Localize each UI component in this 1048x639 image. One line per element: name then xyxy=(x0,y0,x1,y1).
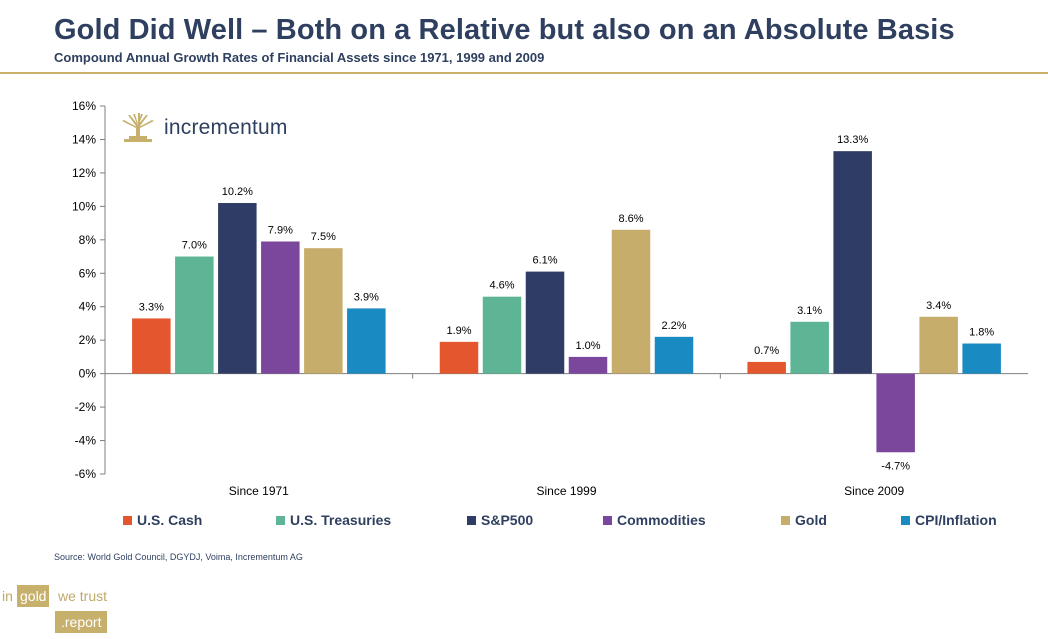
legend-label: U.S. Cash xyxy=(137,512,203,528)
chart-legend: U.S. Cash U.S. Treasuries S&P500 Commoditie… xyxy=(123,512,1023,530)
in-gold-we-trust-logo: in gold we trust .report xyxy=(2,585,132,637)
y-tick-label: 6% xyxy=(79,266,97,280)
bar xyxy=(439,341,479,374)
data-label: 3.4% xyxy=(926,300,951,312)
bar xyxy=(962,343,1001,374)
data-label: 8.6% xyxy=(618,213,643,225)
data-label: 2.2% xyxy=(661,320,686,332)
bar xyxy=(218,203,257,374)
y-tick-label: 10% xyxy=(72,199,96,213)
legend-item: Gold xyxy=(781,512,827,528)
legend-item: CPI/Inflation xyxy=(901,512,997,528)
bar xyxy=(654,336,694,374)
data-label: 6.1% xyxy=(532,255,557,267)
legend-label: U.S. Treasuries xyxy=(290,512,392,528)
data-label: 1.0% xyxy=(575,340,600,352)
logo-word-gold: gold xyxy=(17,585,50,607)
logo-word-we-trust: we trust xyxy=(58,588,108,604)
logo-word-in: in xyxy=(2,588,13,604)
data-label: 3.3% xyxy=(139,301,164,313)
legend-swatch xyxy=(781,515,790,525)
legend-label: Gold xyxy=(795,512,827,528)
bar xyxy=(347,308,386,374)
data-label: 7.5% xyxy=(311,231,336,243)
bar xyxy=(568,356,608,374)
bar xyxy=(833,151,872,374)
legend-swatch xyxy=(123,515,132,525)
legend-label: S&P500 xyxy=(481,512,534,528)
bar xyxy=(611,229,651,374)
y-tick-label: 4% xyxy=(79,300,97,314)
legend-swatch xyxy=(901,515,910,525)
category-label: Since 1999 xyxy=(536,484,596,498)
legend-item: U.S. Treasuries xyxy=(276,512,391,528)
legend-label: CPI/Inflation xyxy=(915,512,997,528)
data-label: 1.8% xyxy=(969,327,994,339)
category-label: Since 2009 xyxy=(844,484,904,498)
y-tick-label: 0% xyxy=(79,367,97,381)
data-label: -4.7% xyxy=(881,460,910,472)
logo-word-report: .report xyxy=(55,611,108,633)
bar xyxy=(175,256,214,374)
bar xyxy=(525,271,565,374)
source-note: Source: World Gold Council, DGYDJ, Voima… xyxy=(54,552,303,562)
page-title: Gold Did Well – Both on a Relative but a… xyxy=(54,14,955,46)
y-tick-label: -6% xyxy=(75,467,97,481)
bar xyxy=(747,361,786,374)
page-subtitle: Compound Annual Growth Rates of Financia… xyxy=(54,50,545,65)
legend-swatch xyxy=(467,515,476,525)
legend-item: U.S. Cash xyxy=(123,512,202,528)
legend-item: S&P500 xyxy=(467,512,533,528)
legend-item: Commodities xyxy=(603,512,706,528)
data-label: 4.6% xyxy=(489,280,514,292)
bar-chart: -6% -4% -2% 0% 2% 4% 6% 8% 10% 12% 14% 16% 3.3% 7.0% 1… xyxy=(72,99,1028,498)
incrementum-logo: incrementum xyxy=(120,110,300,146)
bar xyxy=(304,248,343,374)
bar xyxy=(790,321,829,374)
data-label: 7.0% xyxy=(182,240,207,252)
category-label: Since 1971 xyxy=(229,484,289,498)
bar xyxy=(261,241,300,374)
bar xyxy=(132,318,171,374)
y-tick-label: 12% xyxy=(72,166,96,180)
legend-label: Commodities xyxy=(617,512,706,528)
y-tick-label: 8% xyxy=(79,233,97,247)
legend-swatch xyxy=(276,515,285,525)
legend-swatch xyxy=(603,515,612,525)
data-label: 3.1% xyxy=(797,305,822,317)
data-label: 10.2% xyxy=(222,186,253,198)
tree-logo-icon xyxy=(122,113,154,142)
y-tick-label: 16% xyxy=(72,99,96,113)
bar xyxy=(919,316,958,374)
data-label: 13.3% xyxy=(837,134,868,146)
brand-name: incrementum xyxy=(164,116,288,139)
y-tick-label: 14% xyxy=(72,132,96,146)
data-label: 3.9% xyxy=(354,291,379,303)
data-label: 1.9% xyxy=(446,325,471,337)
bar xyxy=(482,296,522,374)
y-tick-label: -4% xyxy=(75,434,97,448)
y-tick-label: 2% xyxy=(79,333,97,347)
y-tick-label: -2% xyxy=(75,400,97,414)
data-label: 7.9% xyxy=(268,224,293,236)
data-label: 0.7% xyxy=(754,345,779,357)
bar xyxy=(876,373,915,453)
header-divider xyxy=(0,72,1048,74)
